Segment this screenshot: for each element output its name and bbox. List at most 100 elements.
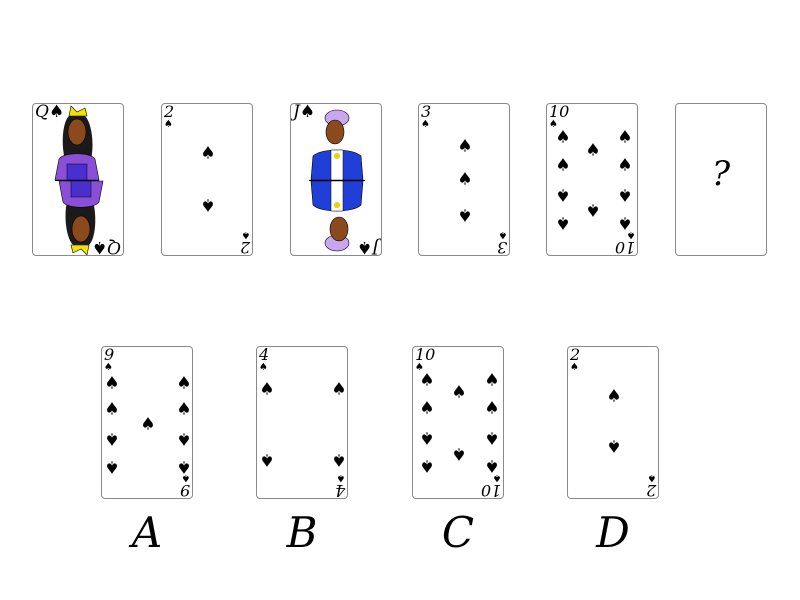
rank-label: 2 [570, 346, 581, 364]
option-b-label[interactable]: B [286, 508, 318, 557]
corner-index-bottom: 3 ♠ [497, 229, 507, 255]
question-mark: ? [711, 154, 731, 194]
corner-index-top: 10 ♠ [549, 104, 569, 130]
spade-pip: ♠ [606, 435, 622, 456]
rank-label: 2 [645, 481, 656, 499]
spade-pip: ♠ [484, 427, 500, 448]
rank-label: 10 [614, 238, 635, 256]
spade-pip: ♠ [259, 379, 275, 400]
spade-pip: ♠ [585, 199, 601, 220]
suit-label: ♠ [164, 119, 173, 130]
rank-label: 2 [239, 238, 250, 256]
spade-pip: ♠ [104, 428, 120, 449]
sequence-card-2-two-of-spades[interactable]: 2 ♠ ♠ ♠ 2 ♠ [161, 103, 253, 256]
corner-index-top: 2 ♠ [570, 347, 580, 373]
option-c-card-ten-of-spades[interactable]: 10 ♠ ♠ ♠ ♠ ♠ ♠ ♠ ♠ ♠ ♠ ♠ 10 ♠ [412, 346, 504, 499]
jack-face-art [309, 109, 365, 252]
spade-pip: ♠ [259, 449, 275, 470]
spade-pip: ♠ [176, 399, 192, 420]
spade-pip: ♠ [617, 212, 633, 233]
spade-pip: ♠ [419, 455, 435, 476]
corner-index-bottom: 10 ♠ [481, 472, 501, 498]
spade-pip: ♠ [331, 379, 347, 400]
corner-index-bottom: Q♠ [91, 237, 121, 256]
corner-index-top: 4 ♠ [259, 347, 269, 373]
suit-label: ♠ [299, 103, 316, 122]
spade-pip: ♠ [176, 428, 192, 449]
rank-label: 10 [480, 481, 501, 499]
rank-label: 4 [259, 346, 270, 364]
suit-label: ♠ [421, 119, 430, 130]
corner-index-bottom: 2 ♠ [646, 472, 656, 498]
option-b-card-four-of-spades[interactable]: 4 ♠ ♠ ♠ ♠ ♠ 4 ♠ [256, 346, 348, 499]
corner-index-bottom: 4 ♠ [335, 472, 345, 498]
spade-pip: ♠ [200, 143, 216, 164]
corner-index-top: Q♠ [35, 103, 65, 122]
sequence-card-6-unknown[interactable]: ? [675, 103, 767, 256]
queen-face-art [54, 105, 104, 255]
spade-pip: ♠ [176, 373, 192, 394]
spade-pip: ♠ [555, 184, 571, 205]
option-d-label[interactable]: D [596, 508, 630, 557]
suit-label: ♠ [415, 362, 424, 373]
option-d-card-two-of-spades[interactable]: 2 ♠ ♠ ♠ 2 ♠ [567, 346, 659, 499]
corner-index-bottom: 9 ♠ [180, 472, 190, 498]
spade-pip: ♠ [555, 155, 571, 176]
spade-pip: ♠ [617, 127, 633, 148]
option-c-label[interactable]: C [441, 508, 475, 557]
spade-pip: ♠ [451, 443, 467, 464]
sequence-card-5-ten-of-spades[interactable]: 10 ♠ ♠ ♠ ♠ ♠ ♠ ♠ ♠ ♠ ♠ ♠ 10 ♠ [546, 103, 638, 256]
spade-pip: ♠ [555, 212, 571, 233]
suit-label: ♠ [336, 472, 345, 483]
spade-pip: ♠ [104, 399, 120, 420]
corner-index-top: 9 ♠ [104, 347, 114, 373]
spade-pip: ♠ [617, 155, 633, 176]
suit-label: ♠ [241, 229, 250, 240]
spade-pip: ♠ [419, 370, 435, 391]
suit-label: ♠ [259, 362, 268, 373]
rank-label: 4 [334, 481, 345, 499]
spade-pip: ♠ [419, 427, 435, 448]
suit-label: ♠ [356, 237, 373, 256]
spade-pip: ♠ [140, 414, 156, 435]
spade-pip: ♠ [200, 194, 216, 215]
suit-label: ♠ [647, 472, 656, 483]
rank-label: 3 [421, 103, 432, 121]
rank-label: 2 [164, 103, 175, 121]
sequence-card-3-jack-of-spades[interactable]: J♠ J♠ [290, 103, 382, 256]
rank-label: 3 [496, 238, 507, 256]
rank-label: Q [107, 237, 121, 256]
corner-index-top: 10 ♠ [415, 347, 435, 373]
sequence-card-1-queen-of-spades[interactable]: Q♠ Q♠ [32, 103, 124, 256]
spade-pip: ♠ [484, 398, 500, 419]
option-a-label[interactable]: A [131, 508, 163, 557]
spade-pip: ♠ [606, 386, 622, 407]
spade-pip: ♠ [419, 398, 435, 419]
rank-label: 9 [104, 346, 115, 364]
rank-label: 9 [179, 481, 190, 499]
spade-pip: ♠ [104, 456, 120, 477]
corner-index-bottom: 10 ♠ [615, 229, 635, 255]
rank-label: 10 [415, 346, 436, 364]
spade-pip: ♠ [555, 127, 571, 148]
rank-label: Q [35, 103, 49, 122]
spade-pip: ♠ [451, 382, 467, 403]
corner-index-top: J♠ [293, 103, 316, 122]
suit-label: ♠ [91, 237, 108, 256]
option-a-card-nine-of-spades[interactable]: 9 ♠ ♠ ♠ ♠ ♠ ♠ ♠ ♠ ♠ ♠ 9 ♠ [101, 346, 193, 499]
corner-index-top: 2 ♠ [164, 104, 174, 130]
spade-pip: ♠ [331, 449, 347, 470]
suit-label: ♠ [48, 103, 65, 122]
spade-pip: ♠ [457, 204, 473, 225]
rank-label: J [372, 237, 379, 256]
sequence-card-4-three-of-spades[interactable]: 3 ♠ ♠ ♠ ♠ 3 ♠ [418, 103, 510, 256]
spade-pip: ♠ [457, 136, 473, 157]
rank-label: 10 [549, 103, 570, 121]
spade-pip: ♠ [104, 373, 120, 394]
spade-pip: ♠ [484, 370, 500, 391]
suit-label: ♠ [181, 472, 190, 483]
rank-label: J [293, 103, 300, 122]
suit-label: ♠ [498, 229, 507, 240]
suit-label: ♠ [104, 362, 113, 373]
spade-pip: ♠ [457, 169, 473, 190]
